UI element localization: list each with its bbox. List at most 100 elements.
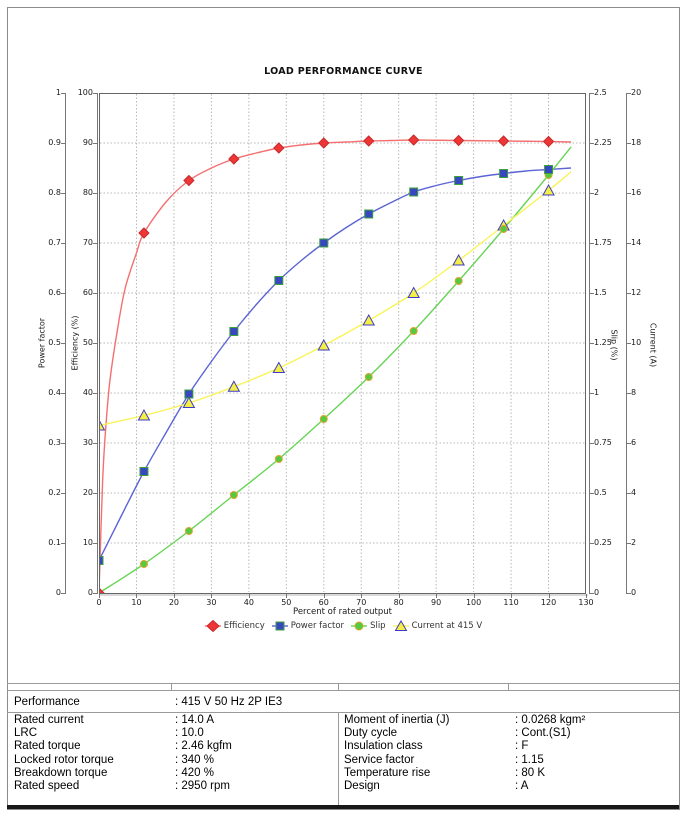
axis-tick-label: 20 [631,88,642,97]
table-row-value: : 2.46 kgfm [175,740,232,753]
axis-tick [61,193,65,194]
axis-tick-label: 12 [631,288,642,297]
axis-tick [590,193,594,194]
axis-tick [590,443,594,444]
axis-tick-label: 0 [594,588,600,597]
table-row-label: Rated current [14,714,84,726]
axis-tick [436,594,438,598]
data-point-power_factor [454,176,464,185]
axis-tick [61,393,65,394]
data-point-slip [319,415,328,423]
data-point-power_factor [364,209,374,219]
axis-tick [627,93,631,94]
data-point-current [452,253,465,266]
axis-tick [93,443,97,444]
axis-tick-label: 0.5 [594,488,607,497]
axis-tick [590,343,594,344]
table-row-label: Moment of inertia (J) [344,714,450,726]
axis-tick [93,143,97,144]
performance-label: Performance [14,696,80,708]
axis-tick-label: 80 [82,188,93,197]
data-point-power_factor [184,389,194,399]
data-point-current [182,396,196,408]
axis-tick [627,193,631,194]
power-factor-axis-title: Power factor [37,317,47,369]
table-row-value: : 80 K [515,766,546,779]
axis-tick [93,193,97,194]
plot-area [99,93,586,594]
data-point-efficiency [138,227,150,239]
axis-tick-label: 0.6 [48,288,61,297]
axis-tick [65,93,66,594]
axis-tick [590,243,594,244]
axis-tick-label: 0.5 [48,338,61,347]
data-point-power_factor [274,276,284,285]
axis-tick [627,343,631,344]
axis-tick [627,293,631,294]
table-row-label: Breakdown torque [14,766,108,779]
data-point-slip [274,455,283,463]
axis-tick-label: 1 [55,88,61,97]
axis-tick-label: 0 [631,588,637,597]
data-point-current [272,361,286,373]
triangle-marker-icon [392,620,409,631]
axis-tick-label: 1 [594,388,600,397]
axis-tick-label: 0.4 [48,388,61,397]
data-point-slip [184,527,193,535]
legend-label: Slip [370,621,386,631]
axis-tick [93,593,97,594]
axis-tick-label: 8 [631,388,637,397]
data-point-efficiency [363,135,375,147]
axis-tick-label: 0.25 [594,538,612,547]
data-point-power_factor [409,187,419,197]
axis-tick-label: 30 [82,438,93,447]
axis-tick [99,594,100,598]
axis-tick [93,493,97,494]
table-row-label: Locked rotor torque [14,753,114,766]
axis-tick-label: 0.2 [48,488,61,497]
axis-tick [627,493,631,494]
table-line [7,712,679,713]
axis-tick-label: 20 [82,488,93,497]
axis-tick-label: 70 [82,238,93,247]
axis-tick-label: 90 [82,138,93,147]
curve-current [99,171,572,427]
axis-tick [627,543,631,544]
table-row-value: : 1.15 [515,753,544,766]
curve-slip [99,146,572,594]
axis-tick-label: 70 [356,598,367,607]
axis-tick [286,594,288,598]
curve-efficiency [99,139,572,594]
axis-tick-label: 0 [55,588,61,597]
table-row-value: : 10.0 [175,727,204,740]
axis-tick [61,443,65,444]
axis-tick-label: 50 [82,338,93,347]
table-divider [171,684,172,690]
axis-tick [61,243,65,244]
axis-tick-label: 2 [594,188,600,197]
axis-tick [590,493,594,494]
axis-tick-label: 0.7 [48,238,61,247]
table-row-value: : 340 % [175,753,214,766]
axis-tick [627,393,631,394]
data-point-current [317,338,331,351]
table-divider [508,684,509,690]
axis-tick [61,293,65,294]
data-point-power_factor [229,327,239,336]
data-point-current [407,286,421,298]
axis-tick [93,293,97,294]
axis-tick [590,543,594,544]
axis-tick [548,594,550,598]
axis-tick [61,343,65,344]
axis-tick-label: 80 [393,598,404,607]
axis-tick-label: 40 [243,598,254,607]
table-divider [338,684,339,690]
axis-tick [590,143,594,144]
axis-tick [627,243,631,244]
axis-tick [398,594,400,598]
axis-tick [93,343,97,344]
axis-tick-label: 0 [96,598,102,607]
table-row-value: : F [515,740,529,753]
axis-tick-label: 100 [465,598,482,607]
table-row-label: Insulation class [344,740,423,753]
